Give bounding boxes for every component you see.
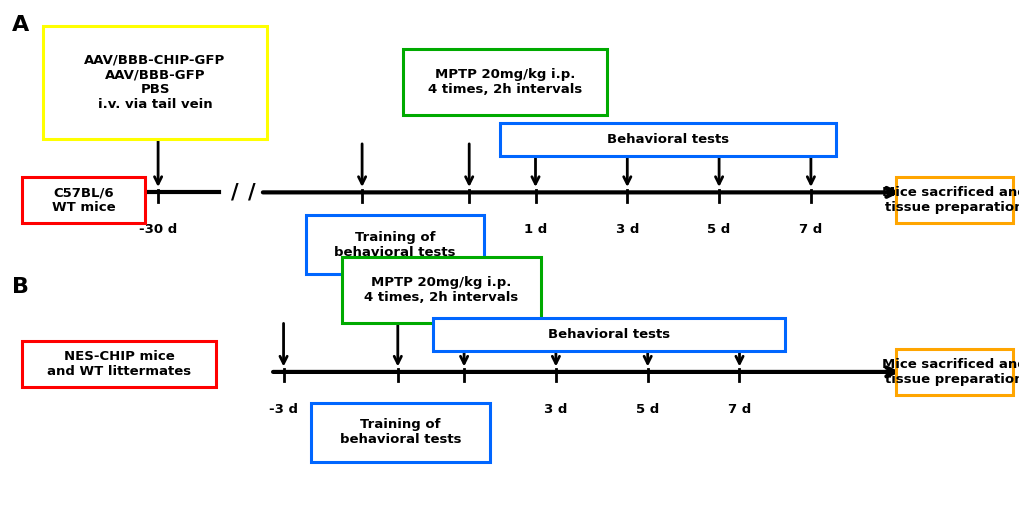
Text: B: B	[12, 277, 30, 297]
Text: Behavioral tests: Behavioral tests	[606, 133, 729, 146]
Text: -30 d: -30 d	[139, 223, 177, 236]
Text: -3 d: -3 d	[269, 403, 298, 416]
Text: 0 d: 0 d	[386, 403, 409, 416]
Text: C57BL/6
WT mice: C57BL/6 WT mice	[52, 186, 115, 214]
Text: 7 d: 7 d	[799, 223, 821, 236]
FancyBboxPatch shape	[895, 177, 1012, 223]
FancyBboxPatch shape	[499, 123, 836, 156]
FancyBboxPatch shape	[403, 49, 606, 115]
Text: 7 d: 7 d	[728, 403, 750, 416]
Text: MPTP 20mg/kg i.p.
4 times, 2h intervals: MPTP 20mg/kg i.p. 4 times, 2h intervals	[427, 68, 582, 96]
Text: 1 d: 1 d	[524, 223, 546, 236]
Text: 5 d: 5 d	[636, 403, 658, 416]
FancyBboxPatch shape	[22, 177, 145, 223]
Text: 3 d: 3 d	[615, 223, 638, 236]
Text: /: /	[248, 183, 256, 202]
Text: /: /	[230, 183, 238, 202]
Text: Mice sacrificed and
tissue preparation: Mice sacrificed and tissue preparation	[881, 358, 1019, 386]
Text: -3 d: -3 d	[347, 223, 376, 236]
FancyBboxPatch shape	[43, 26, 267, 139]
FancyBboxPatch shape	[341, 256, 540, 323]
Text: Training of
behavioral tests: Training of behavioral tests	[334, 231, 455, 259]
FancyBboxPatch shape	[433, 318, 785, 351]
Text: A: A	[12, 15, 30, 35]
Text: Behavioral tests: Behavioral tests	[548, 328, 669, 341]
Text: NES-CHIP mice
and WT littermates: NES-CHIP mice and WT littermates	[47, 350, 192, 378]
FancyBboxPatch shape	[22, 341, 216, 387]
Text: Training of
behavioral tests: Training of behavioral tests	[339, 418, 461, 446]
FancyBboxPatch shape	[311, 403, 489, 462]
FancyBboxPatch shape	[895, 349, 1012, 395]
Text: 1 d: 1 d	[452, 403, 475, 416]
Text: 3 d: 3 d	[544, 403, 567, 416]
Text: MPTP 20mg/kg i.p.
4 times, 2h intervals: MPTP 20mg/kg i.p. 4 times, 2h intervals	[364, 276, 518, 304]
Text: Mice sacrificed and
tissue preparation: Mice sacrificed and tissue preparation	[881, 186, 1019, 214]
FancyBboxPatch shape	[306, 215, 484, 274]
Text: AAV/BBB-CHIP-GFP
AAV/BBB-GFP
PBS
i.v. via tail vein: AAV/BBB-CHIP-GFP AAV/BBB-GFP PBS i.v. vi…	[85, 53, 225, 111]
Text: 0 d: 0 d	[458, 223, 480, 236]
Text: 5 d: 5 d	[707, 223, 730, 236]
